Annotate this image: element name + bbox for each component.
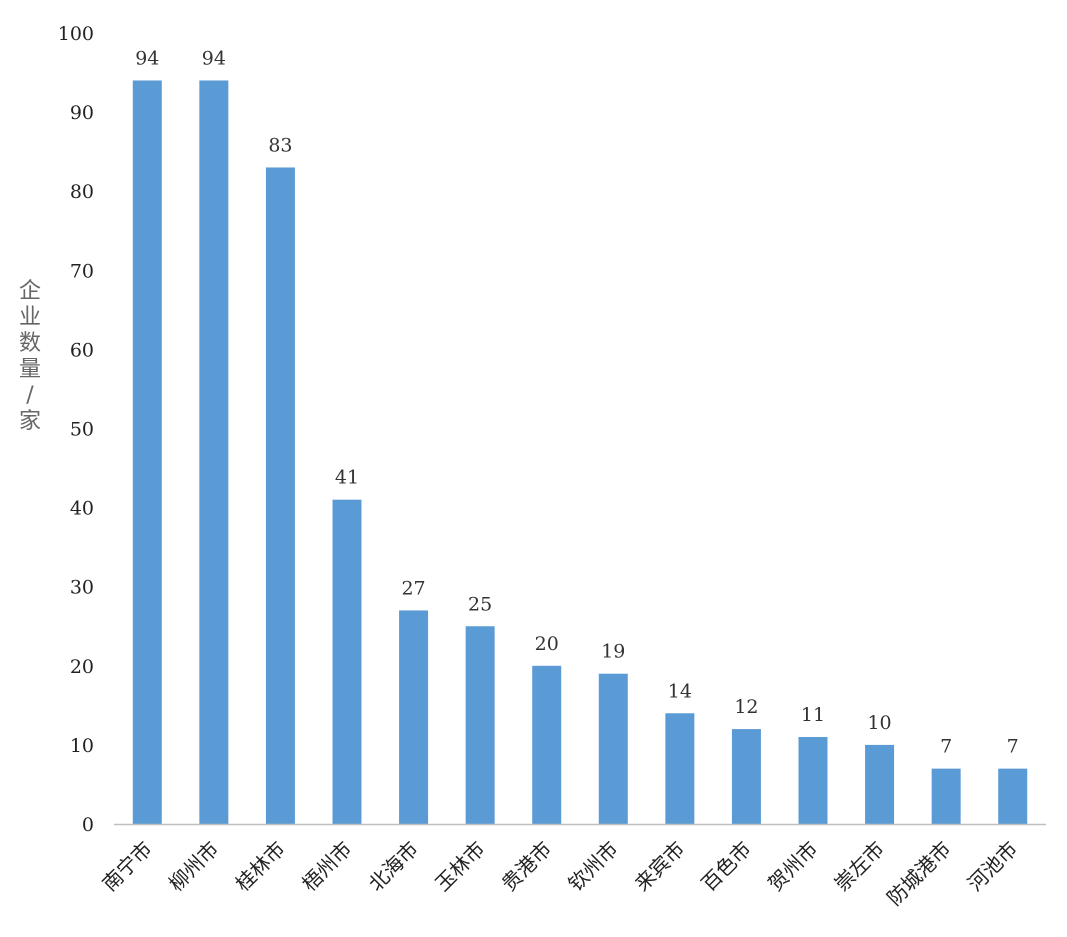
y-tick-label: 50: [70, 419, 94, 441]
bar: [332, 499, 362, 824]
data-label: 14: [668, 680, 692, 702]
data-label: 41: [335, 467, 359, 489]
x-category-label: 南宁市: [97, 837, 156, 896]
data-label: 12: [734, 696, 758, 718]
y-axis-label-char: 数: [19, 331, 41, 356]
y-tick-label: 60: [70, 339, 94, 361]
bar: [798, 736, 828, 824]
data-label: 19: [601, 641, 625, 663]
bar: [598, 673, 628, 824]
data-label: 83: [268, 134, 292, 156]
x-category-label: 贺州市: [763, 837, 822, 896]
data-label: 25: [468, 593, 492, 615]
bar: [265, 167, 295, 825]
y-axis-label-char: 家: [19, 409, 41, 434]
data-label: 7: [1007, 736, 1019, 758]
x-category-label: 崇左市: [830, 837, 889, 896]
bars: [132, 80, 1028, 825]
x-category-label: 百色市: [697, 837, 756, 896]
data-label: 20: [535, 633, 559, 655]
x-category-label: 钦州市: [563, 837, 622, 896]
bar: [998, 768, 1028, 824]
y-tick-label: 90: [70, 102, 94, 124]
y-tick-label: 70: [70, 260, 94, 282]
x-category-label: 桂林市: [231, 837, 290, 896]
y-axis-label-char: /: [26, 383, 34, 408]
x-category-label: 来宾市: [630, 837, 689, 896]
data-label: 94: [135, 47, 159, 69]
x-category-label: 玉林市: [430, 837, 489, 896]
x-category-label: 北海市: [364, 837, 423, 896]
y-tick-label: 0: [82, 814, 94, 836]
y-axis-label-char: 企: [19, 279, 41, 304]
y-axis-ticks: 0 10 20 30 40 50 60 70 80 90 100: [58, 23, 94, 836]
y-tick-label: 10: [70, 735, 94, 757]
x-category-label: 防城港市: [882, 837, 956, 911]
data-label: 94: [202, 47, 226, 69]
bar: [199, 80, 229, 824]
bar: [865, 744, 895, 824]
bar: [731, 729, 761, 824]
y-tick-label: 100: [58, 23, 94, 45]
data-label: 7: [940, 736, 952, 758]
data-label: 10: [867, 712, 891, 734]
bar: [132, 80, 162, 824]
bar: [532, 665, 562, 824]
data-labels: 94 94 83 41 27 25 20 19 14 12 11 10 7 7: [135, 47, 1019, 757]
bar: [465, 626, 495, 824]
x-category-label: 柳州市: [164, 837, 223, 896]
bar: [931, 768, 961, 824]
x-axis-categories: 南宁市 柳州市 桂林市 梧州市 北海市 玉林市 贵港市 钦州市 来宾市 百色市 贺州市 崇左市防城港市…: [97, 837, 1022, 911]
y-tick-label: 40: [70, 498, 94, 520]
x-category-label: 梧州市: [297, 837, 356, 896]
y-tick-label: 80: [70, 181, 94, 203]
bar: [399, 610, 429, 824]
x-category-label: 贵港市: [497, 837, 556, 896]
x-category-label: 河池市: [963, 837, 1022, 896]
y-tick-label: 20: [70, 656, 94, 678]
bar: [665, 713, 695, 824]
y-axis-label-char: 业: [19, 305, 41, 330]
y-axis-label-char: 量: [19, 357, 41, 382]
y-tick-label: 30: [70, 577, 94, 599]
data-label: 11: [801, 704, 825, 726]
data-label: 27: [401, 577, 425, 599]
